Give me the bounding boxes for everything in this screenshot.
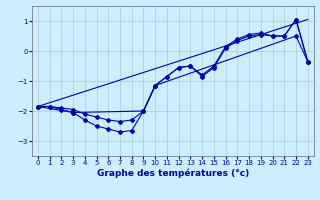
X-axis label: Graphe des températures (°c): Graphe des températures (°c) <box>97 169 249 178</box>
